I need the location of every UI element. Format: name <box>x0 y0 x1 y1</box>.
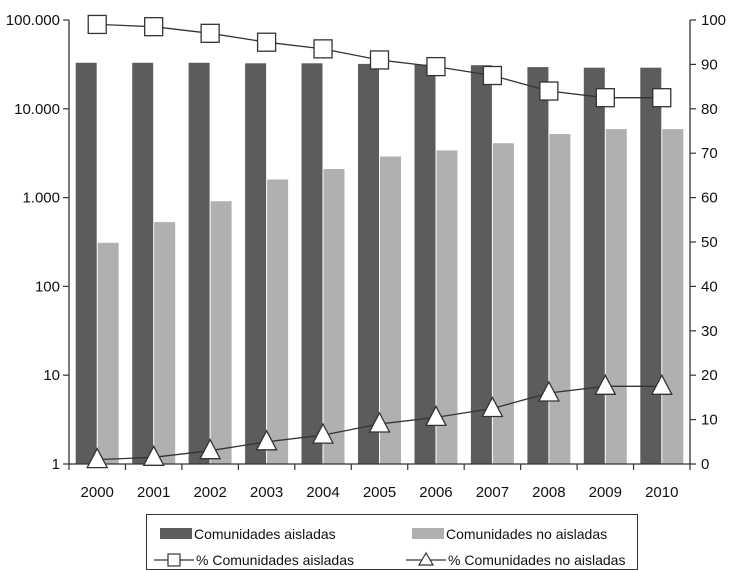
bar-comunidades-aisladas-2005 <box>358 63 379 465</box>
point-pct-comunidades-aisladas-2004 <box>313 39 333 59</box>
bar-comunidades-no-aisladas-2008 <box>549 134 571 464</box>
point-pct-comunidades-no-aisladas-2004 <box>311 422 335 444</box>
bar-comunidades-no-aisladas-2003 <box>267 179 289 464</box>
bar-comunidades-no-aisladas-2004 <box>323 169 345 464</box>
bar-comunidades-no-aisladas-2000 <box>97 242 119 464</box>
point-pct-comunidades-no-aisladas-2006 <box>424 405 448 427</box>
x-tick-labels: 2000 2001 2002 2003 2004 2005 2006 2007 2008 2009… <box>81 484 679 501</box>
bar-comunidades-aisladas-2003 <box>245 63 267 465</box>
bar-comunidades-no-aisladas-2005 <box>380 156 401 464</box>
bar-comunidades-no-aisladas-2001 <box>154 222 176 464</box>
legend-label-pct-comunidades-aisladas: % Comunidades aisladas <box>196 552 354 568</box>
legend-swatch-comunidades-aisladas <box>160 528 192 539</box>
x-tick-label-2009: 2009 <box>589 484 622 501</box>
bar-comunidades-no-aisladas-2007 <box>492 143 514 464</box>
right-y-tick-label-60: 60 <box>701 190 718 207</box>
bar-comunidades-aisladas-2008 <box>527 67 549 464</box>
x-tick-label-2000: 2000 <box>81 484 114 501</box>
right-y-tick-label-10: 10 <box>701 412 718 429</box>
point-pct-comunidades-aisladas-2003 <box>256 32 277 52</box>
point-pct-comunidades-no-aisladas-2000 <box>86 447 109 469</box>
bars-layer <box>75 62 684 465</box>
point-pct-comunidades-aisladas-2009 <box>595 88 615 108</box>
point-pct-comunidades-no-aisladas-2010 <box>650 373 673 395</box>
left-y-tick-label-1000: 1.000 <box>22 190 60 207</box>
x-tick-label-2005: 2005 <box>363 484 396 501</box>
point-pct-comunidades-no-aisladas-2002 <box>199 438 222 460</box>
point-pct-comunidades-no-aisladas-2005 <box>368 411 391 433</box>
bar-comunidades-no-aisladas-2010 <box>662 129 684 464</box>
point-pct-comunidades-no-aisladas-2007 <box>481 396 504 418</box>
bar-comunidades-aisladas-2001 <box>132 62 154 465</box>
x-tick-label-2006: 2006 <box>419 484 452 501</box>
axes-layer <box>63 19 696 470</box>
point-pct-comunidades-aisladas-2006 <box>426 56 446 77</box>
point-pct-comunidades-no-aisladas-2009 <box>594 373 617 395</box>
point-pct-comunidades-aisladas-2000 <box>87 14 107 35</box>
bar-comunidades-aisladas-2010 <box>640 67 662 464</box>
right-y-tick-label-0: 0 <box>701 456 709 473</box>
bar-comunidades-aisladas-2004 <box>301 63 323 465</box>
left-y-tick-labels: 1 10 100 1.000 10.000 100.000 <box>6 12 60 473</box>
right-y-tick-label-30: 30 <box>701 323 718 340</box>
right-y-tick-label-70: 70 <box>701 145 718 162</box>
bar-comunidades-aisladas-2007 <box>470 65 492 464</box>
legend-label-comunidades-aisladas: Comunidades aisladas <box>194 526 336 542</box>
point-pct-comunidades-aisladas-2001 <box>144 17 164 37</box>
legend-marker-pct-comunidades-aisladas <box>167 553 181 567</box>
bar-comunidades-no-aisladas-2002 <box>210 201 232 464</box>
bar-comunidades-no-aisladas-2006 <box>436 150 458 464</box>
right-y-tick-label-100: 100 <box>701 12 726 29</box>
left-y-tick-label-10: 10 <box>43 367 60 384</box>
right-y-tick-label-80: 80 <box>701 101 718 118</box>
legend-label-pct-comunidades-no-aisladas: % Comunidades no aisladas <box>448 552 625 568</box>
bar-comunidades-aisladas-2006 <box>414 64 436 464</box>
x-tick-label-2008: 2008 <box>532 484 565 501</box>
left-y-tick-label-10000: 10.000 <box>14 101 60 118</box>
point-pct-comunidades-no-aisladas-2001 <box>142 444 165 466</box>
point-pct-comunidades-aisladas-2008 <box>539 81 559 101</box>
point-pct-comunidades-aisladas-2002 <box>200 23 220 43</box>
bar-comunidades-aisladas-2009 <box>583 67 605 464</box>
right-y-tick-label-20: 20 <box>701 367 718 384</box>
point-pct-comunidades-no-aisladas-2003 <box>255 429 278 451</box>
x-tick-label-2007: 2007 <box>476 484 509 501</box>
x-tick-label-2003: 2003 <box>250 484 283 501</box>
x-tick-label-2004: 2004 <box>306 484 339 501</box>
bar-comunidades-aisladas-2000 <box>75 62 97 465</box>
right-y-tick-label-50: 50 <box>701 234 718 251</box>
left-y-tick-label-100: 100 <box>35 278 60 295</box>
left-y-tick-label-1: 1 <box>52 456 60 473</box>
legend-swatch-comunidades-no-aisladas <box>412 528 444 539</box>
x-tick-label-2010: 2010 <box>645 484 678 501</box>
right-y-tick-labels: 0 10 20 30 40 50 60 70 80 90 100 <box>701 12 726 473</box>
legend-label-comunidades-no-aisladas: Comunidades no aisladas <box>446 526 607 542</box>
bar-comunidades-no-aisladas-2009 <box>605 129 627 464</box>
left-y-tick-label-100000: 100.000 <box>6 12 60 29</box>
point-pct-comunidades-aisladas-2010 <box>652 88 672 108</box>
legend: Comunidades aisladas Comunidades no aisla… <box>146 514 638 570</box>
point-pct-comunidades-no-aisladas-2008 <box>537 380 560 402</box>
x-tick-label-2002: 2002 <box>193 484 226 501</box>
legend-marker-pct-comunidades-no-aisladas <box>417 551 435 566</box>
right-y-tick-label-40: 40 <box>701 278 718 295</box>
point-pct-comunidades-aisladas-2007 <box>482 65 503 86</box>
x-tick-label-2001: 2001 <box>137 484 170 501</box>
right-y-tick-label-90: 90 <box>701 56 718 73</box>
lines-layer <box>86 14 673 469</box>
point-pct-comunidades-aisladas-2005 <box>369 50 390 70</box>
bar-comunidades-aisladas-2002 <box>188 62 210 465</box>
